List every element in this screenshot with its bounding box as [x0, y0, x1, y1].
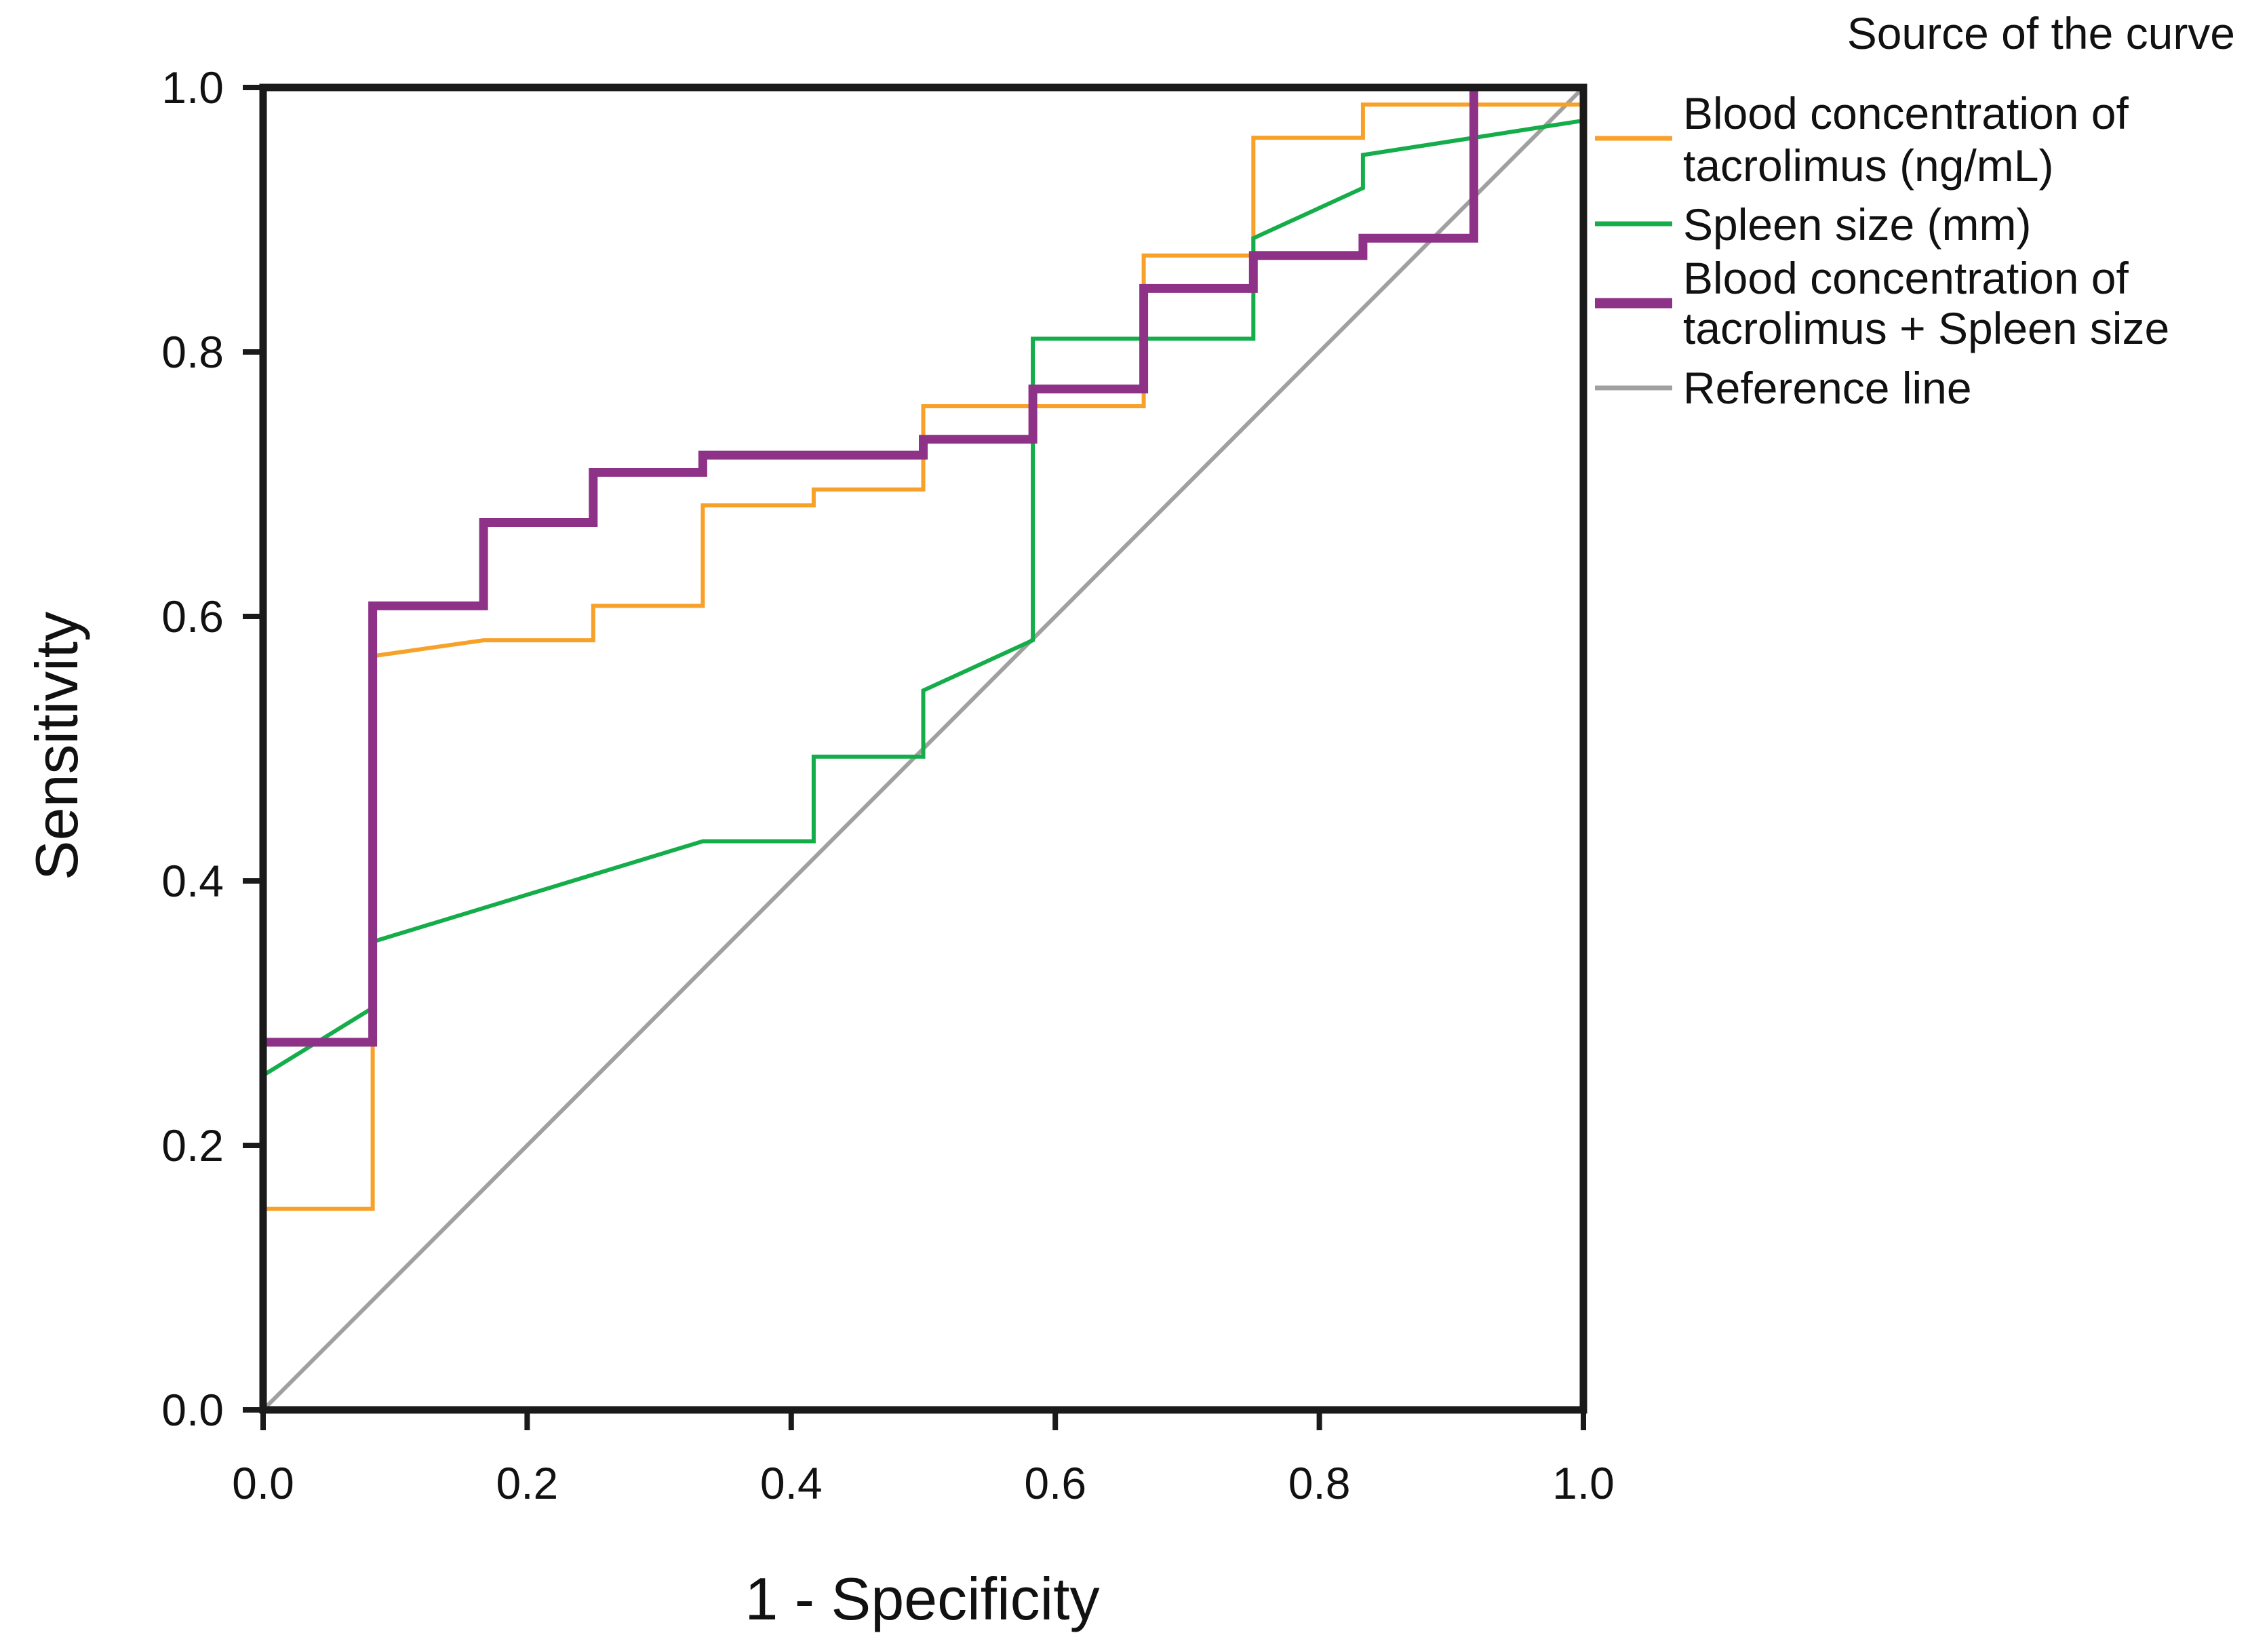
x-axis-label: 1 - Specificity — [745, 1565, 1099, 1632]
x-tick-label: 1.0 — [1552, 1458, 1615, 1508]
y-tick-label: 1.0 — [161, 62, 224, 113]
legend-label: tacrolimus (ng/mL) — [1683, 140, 2053, 191]
x-tick-label: 0.8 — [1288, 1458, 1351, 1508]
x-tick-label: 0.6 — [1024, 1458, 1086, 1508]
legend-item-reference-line: Reference line — [1595, 363, 1972, 413]
legend-label: Blood concentration of — [1683, 253, 2129, 303]
x-tick-label: 0.2 — [496, 1458, 559, 1508]
legend-label: Spleen size (mm) — [1683, 199, 2031, 250]
axes-layer: 0.0 0.2 0.4 0.6 0.8 1.0 0.0 0.2 0.4 0.6 0.8 1.0 — [161, 62, 1615, 1508]
x-tick-label: 0.4 — [760, 1458, 823, 1508]
legend-label: tacrolimus + Spleen size — [1683, 303, 2169, 353]
legend-item-spleen-size-mm: Spleen size (mm) — [1595, 199, 2031, 250]
series-line-spleen-size-mm — [262, 118, 1584, 1078]
y-tick-label: 0.4 — [161, 856, 224, 906]
series-line-blood-concentration-of-tacrolimus-ng-ml — [263, 102, 1583, 1211]
series-line-blood-concentration-of-tacrolimus-spleen-size — [263, 87, 1478, 1047]
legend-label: Reference line — [1683, 363, 1972, 413]
y-tick-label: 0.0 — [161, 1385, 224, 1435]
legend-label: Blood concentration of — [1683, 88, 2129, 138]
legend-title: Source of the curve — [1847, 8, 2235, 58]
y-tick-label: 0.8 — [161, 327, 224, 377]
plot-frame — [259, 83, 1587, 1414]
series-layer — [261, 85, 1585, 1412]
y-tick-label: 0.2 — [161, 1120, 224, 1171]
y-axis-label: Sensitivity — [23, 612, 90, 880]
y-tick-label: 0.6 — [161, 591, 224, 642]
x-tick-label: 0.0 — [232, 1458, 294, 1508]
